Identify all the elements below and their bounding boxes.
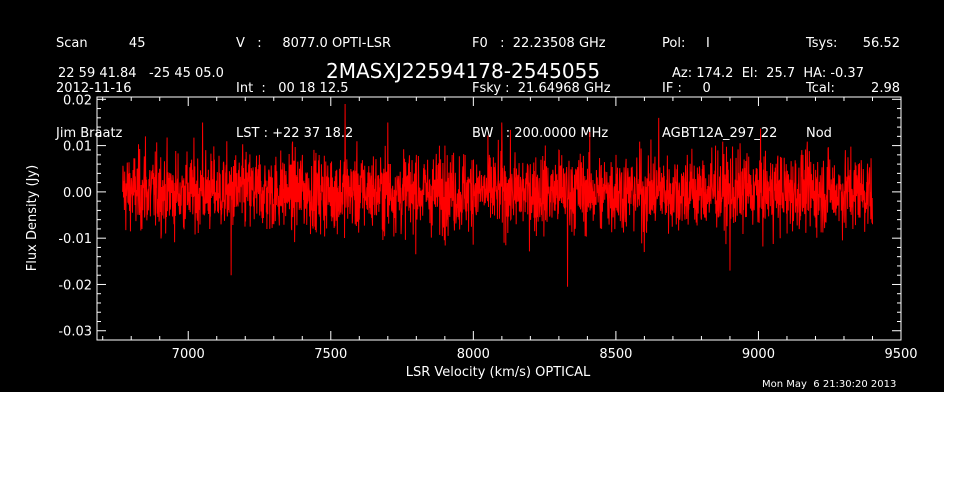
y-axis-label: Flux Density (Jy) [25,165,40,271]
polarization-info: Pol: I IF : 0 AGBT12A_297_22 [662,6,777,171]
pol-value: Pol: I [662,36,710,51]
y-tick-label: -0.02 [58,278,92,293]
spectrum-chart: 7000 7500 8000 8500 9000 9500 -0.03 -0.02 -0.01 0… [25,93,918,380]
y-tick-label: 0.01 [63,140,92,155]
tcal-value: 2.98 [871,81,900,96]
tcal-label: Tcal: [806,81,835,96]
system-temp-values: 56.52 2.98 [846,6,900,126]
x-tick-label: 7500 [314,347,347,362]
frequency-info: F0 : 22.23508 GHz Fsky : 21.64968 GHz BW… [472,6,611,171]
nod-label: Nod [806,126,832,141]
velocity-value: V : 8077.0 OPTI-LSR [236,36,392,51]
y-tick-label: -0.01 [58,232,92,247]
y-tick-label: 0.02 [63,93,92,108]
x-tick-label: 7000 [172,347,205,362]
scan-label: Scan 45 [56,36,146,51]
spectrum-line [122,103,873,287]
bandwidth-value: BW : 200.0000 MHz [472,126,609,141]
project-id: AGBT12A_297_22 [662,126,778,141]
scan-info: Scan 45 2012-11-16 Jim Braatz [56,6,145,171]
x-tick-label: 9500 [884,347,917,362]
scan-date: 2012-11-16 [56,81,132,96]
y-tick-label: 0.00 [63,186,92,201]
tsys-value: 56.52 [862,36,900,51]
x-tick-label: 8500 [599,347,632,362]
y-tick-label: -0.03 [58,325,92,340]
velocity-info: V : 8077.0 OPTI-LSR Int : 00 18 12.5 LST… [236,6,391,171]
system-temp-labels: Tsys: Tcal: Nod [806,6,837,171]
x-tick-label: 9000 [742,347,775,362]
plot-timestamp: Mon May 6 21:30:20 2013 [762,379,897,390]
axes: 7000 7500 8000 8500 9000 9500 -0.03 -0.02 -0.01 0… [58,93,917,362]
lst-value: LST : +22 37 18.2 [236,126,354,141]
observer-name: Jim Braatz [56,126,123,141]
spectrum-series [122,103,873,287]
tsys-label: Tsys: [806,36,838,51]
integration-time: Int : 00 18 12.5 [236,81,349,96]
source-coordinates: 22 59 41.84 -25 45 05.0 [58,66,224,81]
if-value: IF : 0 [662,81,711,96]
plot-frame [96,96,902,341]
x-axis-label: LSR Velocity (km/s) OPTICAL [406,365,591,380]
pointing-info: Az: 174.2 El: 25.7 HA: -0.37 [672,66,864,81]
f0-value: F0 : 22.23508 GHz [472,36,606,51]
source-name: 2MASXJ22594178-2545055 [326,59,601,83]
fsky-value: Fsky : 21.64968 GHz [472,81,611,96]
x-tick-label: 8000 [457,347,490,362]
plot-panel: Scan 45 2012-11-16 Jim Braatz V : 8077.0… [0,0,944,392]
